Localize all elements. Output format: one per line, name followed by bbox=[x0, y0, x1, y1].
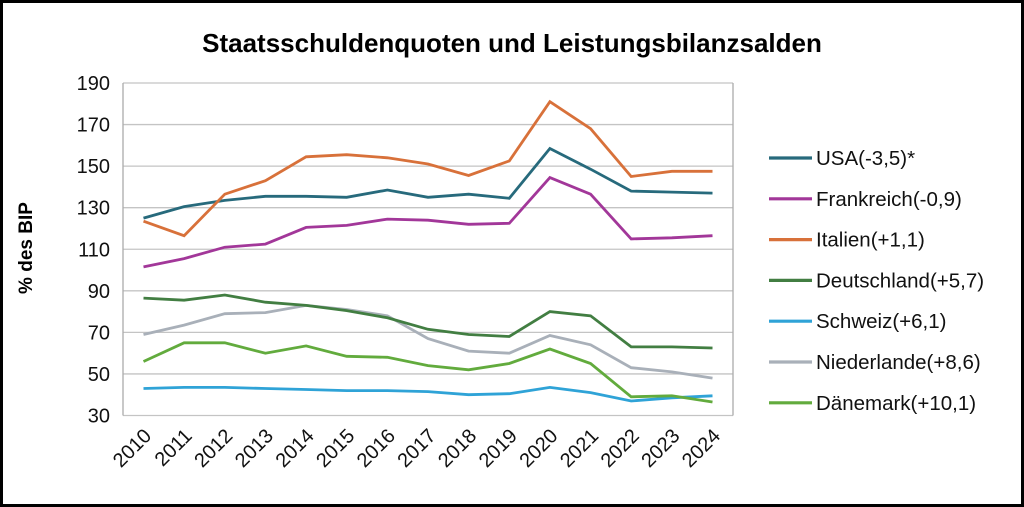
legend-label-usa-3-5: USA(-3,5)* bbox=[816, 147, 915, 170]
x-tick-label: 2023 bbox=[637, 425, 684, 472]
x-tick-label: 2018 bbox=[434, 425, 481, 472]
legend: USA(-3,5)* Frankreich(-0,9) Italien(+1,1) D… bbox=[769, 147, 984, 415]
legend-label-frankreich-0-9: Frankreich(-0,9) bbox=[816, 188, 962, 211]
x-tick-label: 2016 bbox=[353, 425, 400, 472]
legend-label-niederlande-8-6: Niederlande(+8,6) bbox=[816, 351, 981, 374]
series-line-deutschland-5-7 bbox=[143, 293, 713, 350]
x-tick-label: 2012 bbox=[190, 425, 237, 472]
series-line-danemark-10-1 bbox=[142, 341, 713, 404]
chart-title: Staatsschuldenquoten und Leistungsbilanz… bbox=[202, 28, 822, 58]
x-tick-label: 2024 bbox=[678, 425, 725, 472]
y-tick-label: 130 bbox=[77, 198, 110, 220]
x-tick-label: 2014 bbox=[272, 425, 319, 472]
y-tick-label: 190 bbox=[77, 73, 110, 95]
legend-label-schweiz-6-1: Schweiz(+6,1) bbox=[816, 310, 946, 333]
legend-label-deutschland-5-7: Deutschland(+5,7) bbox=[816, 269, 984, 292]
series-line-schweiz-6-1 bbox=[143, 385, 713, 403]
legend-label-danemark-10-1: Dänemark(+10,1) bbox=[816, 392, 976, 415]
y-tick-label: 50 bbox=[88, 364, 110, 386]
x-tick-label: 2013 bbox=[231, 425, 278, 472]
x-tick-label: 2010 bbox=[109, 425, 156, 472]
x-tick-label: 2011 bbox=[151, 425, 197, 471]
series-line-italien-1-1 bbox=[143, 99, 713, 238]
legend-label-italien-1-1: Italien(+1,1) bbox=[816, 229, 925, 252]
x-tick-label: 2020 bbox=[515, 425, 562, 472]
x-tick-label: 2015 bbox=[312, 425, 359, 472]
series-line-frankreich-0-9 bbox=[143, 175, 713, 269]
y-tick-label: 150 bbox=[77, 156, 110, 178]
y-tick-label: 30 bbox=[88, 406, 110, 428]
chart-svg: 3050709011013015017019020102011201220132… bbox=[77, 73, 984, 472]
y-tick-label: 110 bbox=[78, 239, 110, 261]
y-tick-label: 90 bbox=[88, 281, 110, 303]
series-line-niederlande-8-6 bbox=[143, 303, 713, 380]
x-tick-label: 2022 bbox=[597, 425, 644, 472]
x-tick-label: 2019 bbox=[475, 425, 522, 472]
x-tick-label: 2017 bbox=[394, 425, 441, 472]
x-tick-label: 2021 bbox=[556, 425, 603, 472]
y-tick-label: 70 bbox=[88, 322, 110, 344]
series-line-usa-3-5 bbox=[143, 146, 713, 220]
y-tick-label: 170 bbox=[77, 115, 110, 137]
